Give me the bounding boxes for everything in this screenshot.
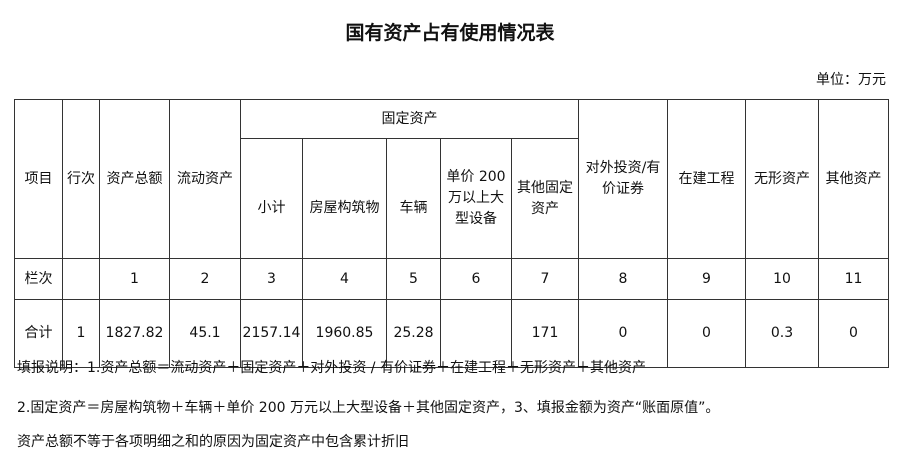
row-no bbox=[62, 258, 100, 300]
cell: 2 bbox=[169, 258, 241, 300]
header-other-fixed: 其他固定资产 bbox=[510, 138, 580, 259]
row-label: 合计 bbox=[14, 299, 63, 368]
cell: 0 bbox=[818, 299, 890, 368]
cell: 10 bbox=[745, 258, 820, 300]
total-row: 合计 1 1827.82 45.1 2157.14 1960.85 25.28 … bbox=[14, 299, 890, 368]
header-vehicles: 车辆 bbox=[386, 138, 441, 259]
column-number-row: 栏次 1 2 3 4 5 6 7 8 9 10 11 bbox=[14, 258, 890, 300]
cell: 9 bbox=[667, 258, 747, 300]
cell: 171 bbox=[510, 299, 580, 368]
cell: 7 bbox=[510, 258, 580, 300]
cell: 45.1 bbox=[169, 299, 241, 368]
cell: 11 bbox=[818, 258, 890, 300]
header-row: 项目 行次 资产总额 流动资产 固定资产 对外投资/有价证券 在建工程 无形资产… bbox=[14, 99, 890, 259]
row-label: 栏次 bbox=[14, 258, 63, 300]
note-1: 填报说明：1.资产总额＝流动资产＋固定资产＋对外投资 / 有价证券＋在建工程＋无… bbox=[17, 360, 646, 376]
header-other: 其他资产 bbox=[818, 99, 890, 259]
note-3: 资产总额不等于各项明细之和的原因为固定资产中包含累计折旧 bbox=[17, 434, 409, 450]
cell: 5 bbox=[386, 258, 441, 300]
header-construction: 在建工程 bbox=[667, 99, 747, 259]
cell: 1827.82 bbox=[99, 299, 170, 368]
header-item: 项目 bbox=[14, 99, 63, 259]
cell: 8 bbox=[578, 258, 669, 300]
header-intangible: 无形资产 bbox=[745, 99, 820, 259]
row-no: 1 bbox=[62, 299, 100, 368]
header-fixed-assets: 固定资产 bbox=[239, 99, 580, 139]
header-buildings: 房屋构筑物 bbox=[302, 138, 387, 259]
cell bbox=[440, 299, 512, 368]
unit-label: 单位：万元 bbox=[816, 72, 886, 88]
cell: 6 bbox=[440, 258, 512, 300]
cell: 0.3 bbox=[745, 299, 820, 368]
header-total-assets: 资产总额 bbox=[99, 99, 170, 259]
page-title: 国有资产占有使用情况表 bbox=[345, 22, 555, 44]
cell: 2157.14 bbox=[240, 299, 303, 368]
cell: 0 bbox=[667, 299, 747, 368]
header-sub-row: 小计 房屋构筑物 车辆 单价 200 万以上大型设备 其他固定资产 bbox=[15, 138, 889, 259]
cell: 4 bbox=[302, 258, 387, 300]
note-2: 2.固定资产＝房屋构筑物＋车辆＋单价 200 万元以上大型设备＋其他固定资产，3… bbox=[17, 400, 720, 416]
header-row-no: 行次 bbox=[62, 99, 100, 259]
asset-table: 项目 行次 资产总额 流动资产 固定资产 对外投资/有价证券 在建工程 无形资产… bbox=[14, 99, 890, 368]
cell: 1 bbox=[99, 258, 170, 300]
cell: 3 bbox=[240, 258, 303, 300]
cell: 0 bbox=[578, 299, 669, 368]
header-investment: 对外投资/有价证券 bbox=[578, 99, 669, 259]
header-current-assets: 流动资产 bbox=[169, 99, 241, 259]
header-subtotal: 小计 bbox=[240, 138, 303, 259]
header-large-equipment: 单价 200 万以上大型设备 bbox=[440, 138, 512, 259]
